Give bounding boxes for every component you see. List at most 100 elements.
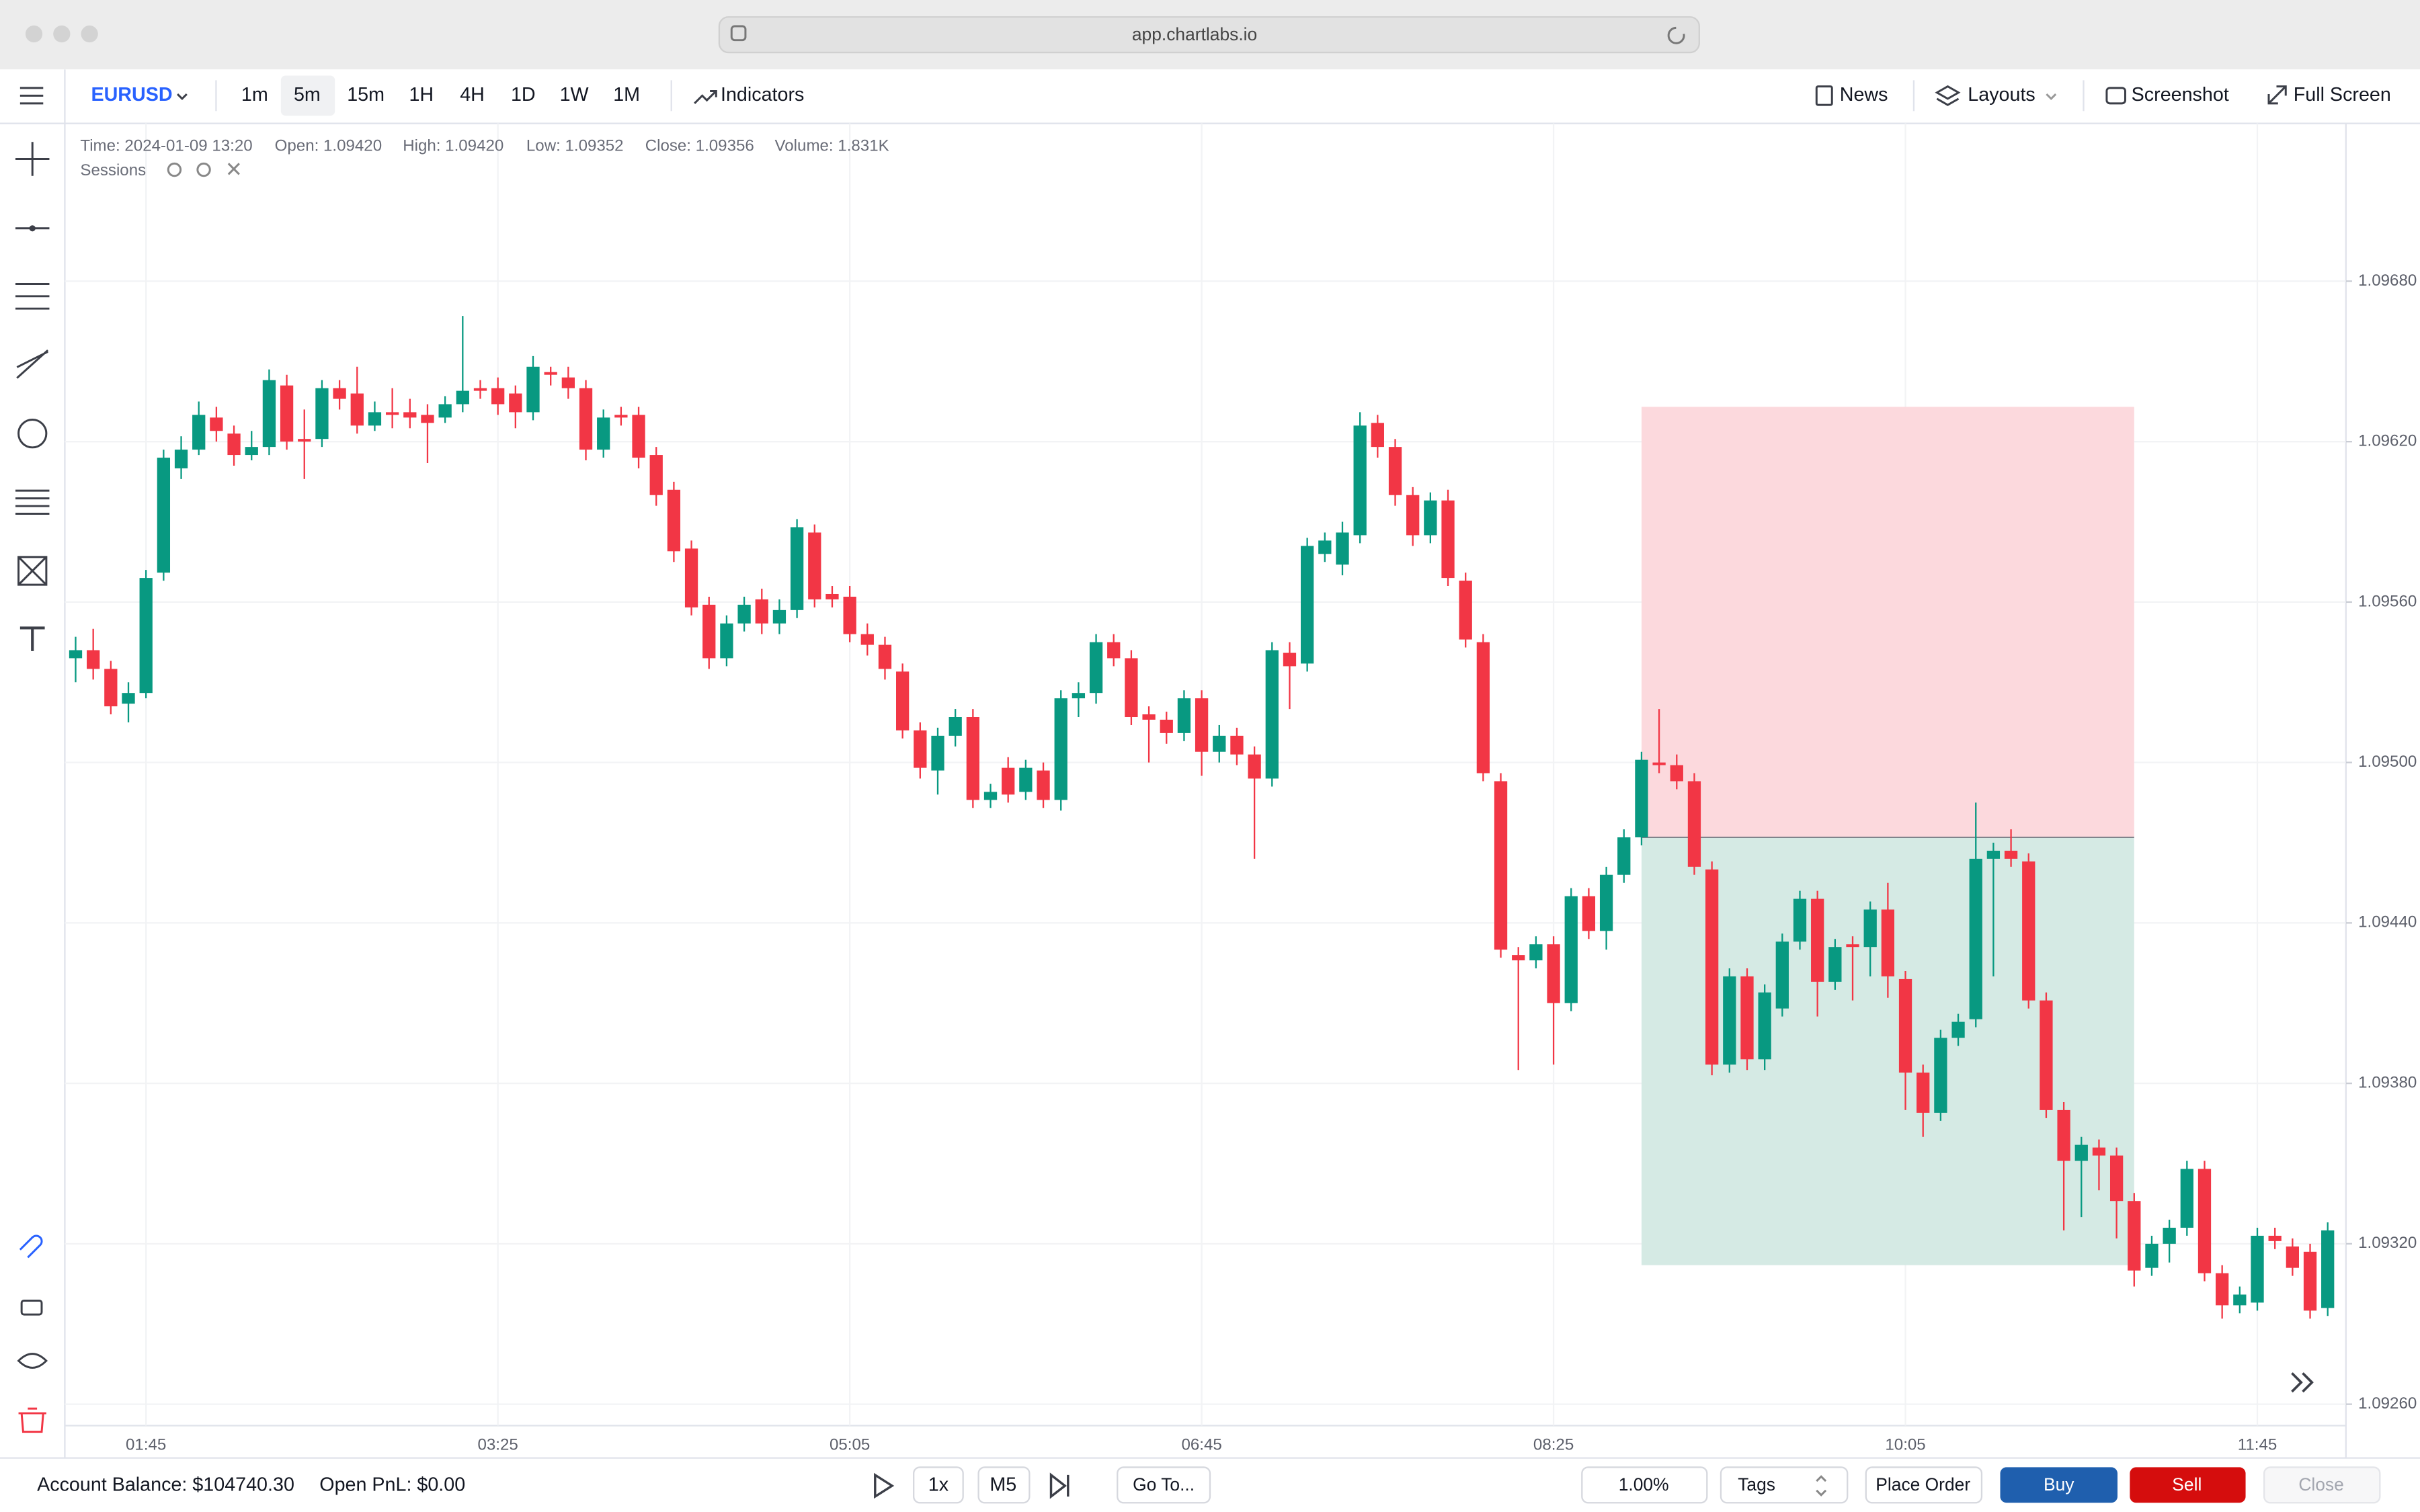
screenshot-button[interactable]: Screenshot [2132,84,2229,106]
timeframe-button[interactable]: 1m [241,84,268,106]
circle-tool[interactable] [17,418,48,449]
close: Close [2298,1474,2343,1495]
candle-body [245,447,258,456]
candle-body [931,735,944,771]
candle-body [949,717,962,736]
layouts-button[interactable]: Layouts [1968,84,2035,106]
candle-body [878,644,892,669]
place-order: Place Order [1876,1474,1970,1495]
news-button[interactable]: News [1840,84,1888,106]
interval-box[interactable] [977,1466,1031,1504]
candle-body [2321,1230,2335,1308]
delete-tool[interactable] [18,1407,46,1433]
pitchfork-tool[interactable] [16,349,49,379]
candle-body [1494,781,1508,950]
candle-body [1635,759,1648,838]
crosshair-tool[interactable] [15,142,50,176]
candle-body [2022,861,2035,1001]
reload-icon[interactable] [1667,26,1685,44]
risk-box[interactable] [1581,1466,1708,1504]
sell: Sell [2172,1474,2202,1495]
candle-body [1476,642,1490,773]
candle-body [1089,642,1103,694]
play-button[interactable] [874,1472,895,1499]
candle-body [2040,1000,2053,1110]
lock-tool[interactable] [20,1299,43,1316]
candle-body [808,532,821,599]
symbol[interactable]: EURUSD [91,84,172,106]
close-box[interactable] [2263,1466,2381,1504]
candle-body [914,730,927,768]
tags-box[interactable] [1720,1466,1849,1504]
fullscreen-button[interactable]: Full Screen [2294,84,2391,106]
candle-body [350,393,364,426]
sessions-settings[interactable] [196,162,211,177]
timeframe-button[interactable]: 15m [347,84,385,106]
fib-tool[interactable] [15,489,50,515]
candle-body [438,404,452,418]
sessions-remove[interactable] [227,163,240,175]
candle-body [1248,754,1261,779]
url: app.chartlabs.io [1132,24,1257,44]
visibility-tool[interactable] [17,1353,48,1369]
scroll-to-latest[interactable] [2291,1372,2314,1393]
candle-body [1037,770,1050,800]
place-order-box[interactable] [1865,1466,1983,1504]
candle-body [1406,495,1420,536]
candle-body [896,671,910,730]
candle-body [2004,850,2018,859]
candle-body [2216,1273,2229,1306]
timeframe-button[interactable]: 5m [294,84,321,106]
x-tick-label: 03:25 [478,1436,518,1454]
symbol-caret [176,93,188,101]
channel-tool[interactable] [15,282,50,310]
timeframe-button[interactable]: 4H [460,84,485,106]
menu-icon[interactable] [19,87,44,105]
candle-body [737,604,751,624]
pattern-tool[interactable] [17,556,48,586]
candle-body [2074,1144,2088,1161]
goto-box[interactable] [1117,1466,1211,1504]
candle-body [843,596,856,634]
candle-body [2286,1246,2299,1268]
window-minimize[interactable] [53,25,71,43]
speed-box[interactable] [913,1466,964,1504]
layouts-icon [1935,85,1961,106]
timeframe-button[interactable]: 1W [560,84,589,106]
candle-body [491,388,505,405]
sell-box[interactable] [2130,1467,2246,1503]
y-tick-label: 1.09500 [2358,753,2417,771]
window-close[interactable] [25,25,43,43]
timeframe-button[interactable]: 1M [613,84,640,106]
line-tool-dot [29,225,36,232]
url-field[interactable] [718,16,1700,54]
magnet-tool[interactable] [19,1234,43,1259]
y-tick-label: 1.09380 [2358,1073,2417,1091]
sessions-hide[interactable] [167,162,182,177]
window-zoom[interactable] [81,25,98,43]
candle-body [1547,944,1560,1003]
step-button[interactable] [1049,1472,1070,1499]
candle-body [649,455,663,495]
candle-body [368,412,382,426]
candles [69,316,2335,1319]
buy-box[interactable] [2000,1467,2118,1503]
timeframe-button[interactable]: 1D [511,84,536,106]
x-tick-label: 05:05 [830,1436,870,1454]
text-tool[interactable] [19,626,45,651]
candle-body [720,623,733,659]
timeframe-button[interactable]: 1H [409,84,434,106]
candle-body [2303,1251,2317,1311]
y-tick-label: 1.09620 [2358,432,2417,450]
candle-body [333,388,346,399]
candle-body [1917,1073,1930,1113]
candle-body [1336,532,1349,565]
indicators-button[interactable]: Indicators [721,84,804,106]
candle-body [1723,976,1736,1065]
drawing-tools [15,142,50,1433]
candle-body [1353,425,1367,536]
legend-time: Time: 2024-01-09 13:20 [80,136,252,155]
news-icon [1815,85,1833,106]
